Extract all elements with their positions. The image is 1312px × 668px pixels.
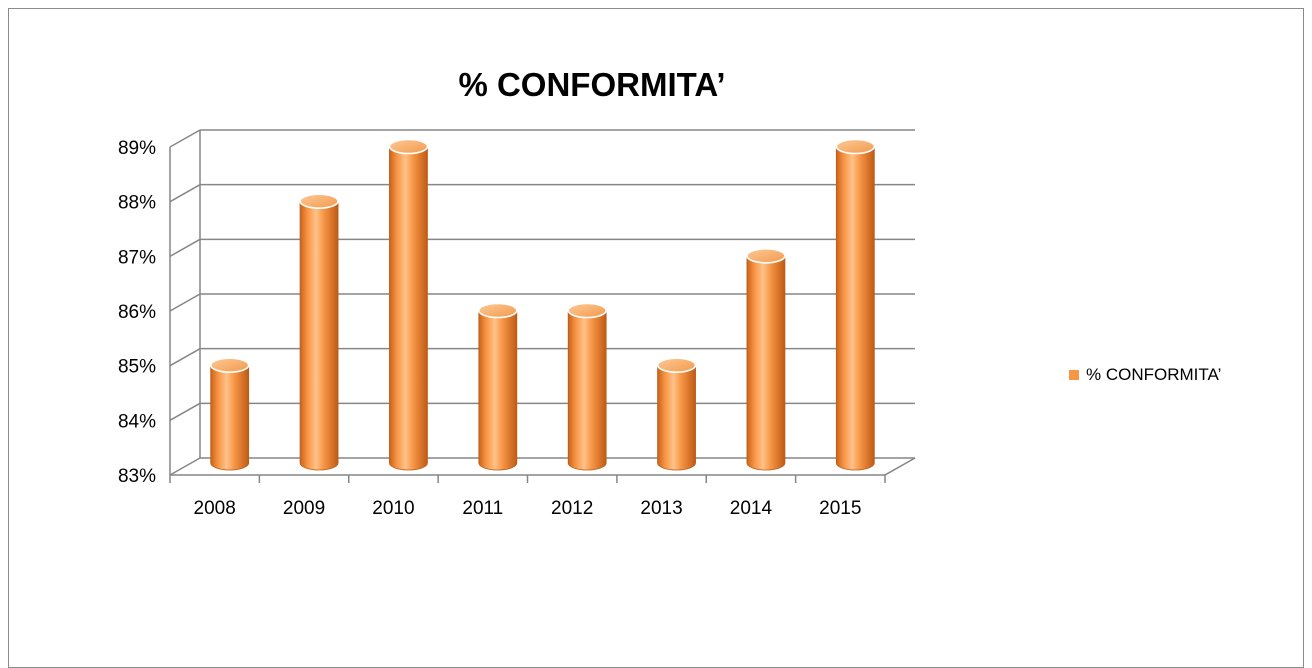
x-tick-label: 2008 [194, 498, 236, 519]
bar-body [835, 146, 875, 471]
bar-body [567, 310, 607, 471]
bar-body [210, 364, 250, 471]
legend-swatch [1069, 370, 1079, 380]
chart-title: % CONFORMITA’ [458, 66, 725, 103]
bar-cap [299, 193, 339, 209]
legend-label: % CONFORMITA’ [1086, 365, 1221, 384]
x-tick-label: 2009 [283, 498, 325, 519]
bar-body [746, 255, 786, 471]
y-tick-label: 86% [118, 302, 156, 323]
bar-body [299, 200, 339, 471]
chart-area [8, 8, 1304, 668]
y-tick-label: 85% [118, 357, 156, 378]
bar-cap [567, 302, 607, 319]
y-tick-label: 83% [118, 466, 156, 487]
floor-right-edge [884, 457, 916, 476]
y-tick-label: 87% [118, 247, 156, 268]
x-tick-label: 2010 [372, 498, 414, 519]
bar-cap [656, 357, 697, 373]
gridline-side [169, 402, 201, 421]
bar-2013 [656, 357, 697, 471]
bar-cap [835, 138, 876, 155]
bar-body [478, 310, 518, 471]
bar-2012 [567, 302, 607, 471]
x-tick-label: 2014 [730, 498, 773, 519]
legend: % CONFORMITA’ [1069, 365, 1221, 384]
bar-cap [209, 357, 250, 373]
gridline-side [169, 129, 201, 148]
bar-body [389, 146, 428, 471]
x-tick-label: 2011 [462, 498, 503, 519]
chart-svg: % CONFORMITA’ 83% 84% 85% 86% 87% 88% 89% 2008 2… [118, 66, 1221, 519]
y-tick-label: 88% [118, 193, 156, 214]
x-tick-label: 2015 [819, 498, 861, 519]
bar-2014 [746, 248, 786, 471]
bar-2010 [388, 138, 429, 471]
bar-2015 [835, 138, 876, 471]
x-tick-label: 2013 [640, 498, 682, 519]
x-tick-label: 2012 [551, 498, 593, 519]
bar-cap [746, 248, 786, 264]
bar-2008 [209, 357, 250, 471]
bar-2009 [299, 193, 339, 471]
gridline-side [169, 184, 201, 203]
bar-cap [478, 302, 518, 319]
y-tick-label: 84% [118, 411, 156, 432]
bar-body [657, 364, 696, 471]
y-tick-label: 89% [118, 138, 156, 159]
gridline-side [169, 457, 201, 476]
gridline-side [169, 348, 201, 367]
bar-2011 [478, 302, 518, 471]
gridline-side [169, 293, 201, 312]
gridline-side [169, 238, 201, 257]
plot-area: 83% 84% 85% 86% 87% 88% 89% 2008 2009 2010 2011 201… [118, 129, 916, 519]
bar-cap [388, 138, 429, 155]
